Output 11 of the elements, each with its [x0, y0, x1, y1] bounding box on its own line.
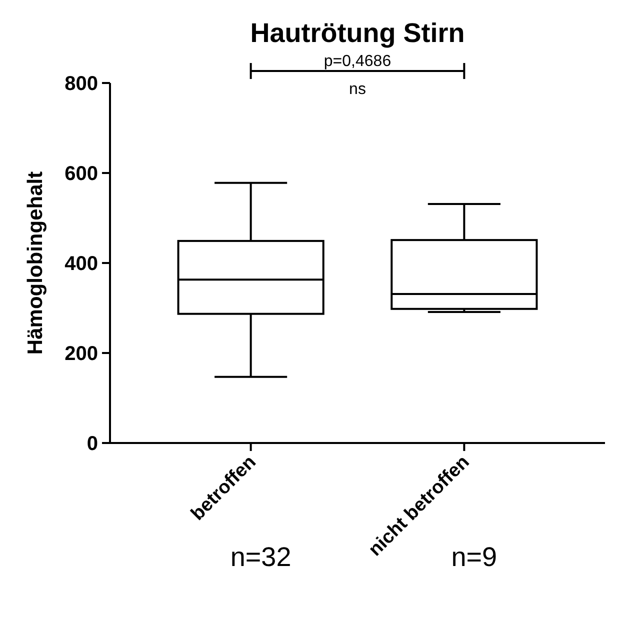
- text: n=9: [451, 542, 498, 572]
- y-tick-label: 800: [64, 73, 98, 95]
- y-tick-label: 400: [64, 253, 98, 275]
- annotation: ns: [349, 81, 366, 98]
- text: p=0,4686: [324, 53, 392, 70]
- chart-title: Hautrötung Stirn: [250, 18, 465, 48]
- y-tick-label: 600: [64, 163, 98, 185]
- y-tick-label: 200: [64, 343, 98, 365]
- text: n=32: [230, 542, 292, 572]
- y-tick-label: 0: [86, 433, 98, 455]
- y-axis-title: Hämoglobingehalt: [24, 171, 47, 355]
